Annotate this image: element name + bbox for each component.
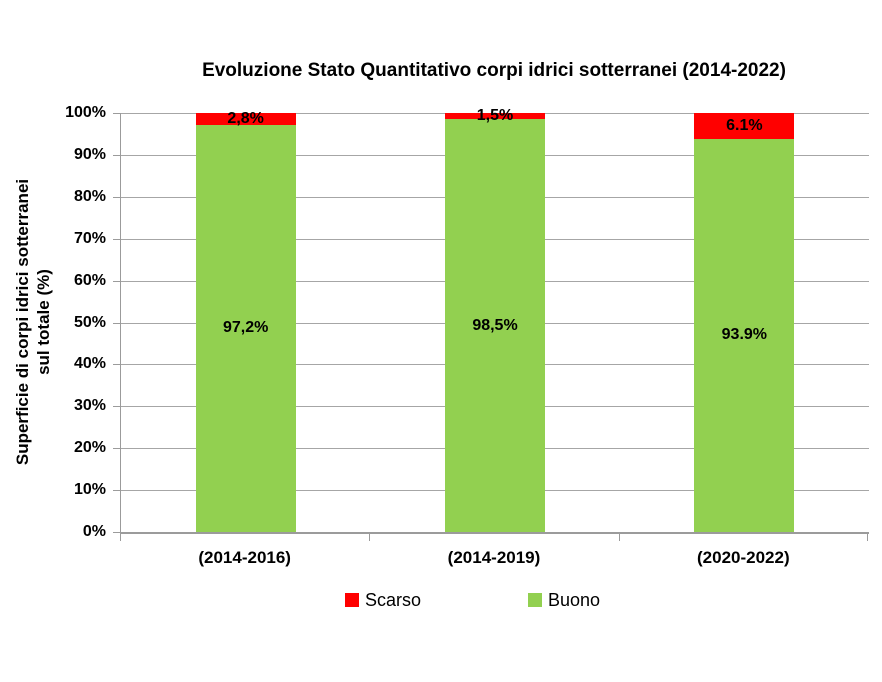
bar-group-(2014-2019): 98,5% 1,5% — [445, 107, 545, 532]
bar-segment-buono-(2014-2019) — [445, 119, 545, 532]
x-category-label-(2014-2019): (2014-2019) — [447, 548, 541, 567]
y-tick-mark-70 — [113, 238, 120, 240]
bar-segment-scarso-(2014-2019) — [445, 113, 545, 120]
bar-segment-scarso-(2020-2022) — [694, 113, 795, 139]
bar-segment-buono-(2020-2022) — [694, 138, 795, 532]
y-tick-label-50: 50% — [73, 313, 106, 331]
legend-label-scarso: Scarso — [365, 590, 422, 610]
bar-segment-buono-(2014-2016) — [195, 124, 296, 532]
y-tick-label-90: 90% — [73, 145, 106, 163]
legend-swatch-scarso-icon — [345, 593, 359, 607]
x-tick-mark-3 — [867, 534, 868, 541]
legend-label-buono: Buono — [548, 590, 601, 610]
y-tick-label-100: 100% — [65, 104, 106, 121]
y-tick-mark-80 — [113, 196, 120, 198]
y-tick-mark-40 — [113, 364, 120, 366]
value-label-buono-(2014-2019): 98,5% — [472, 316, 518, 334]
value-label-buono-(2014-2016): 97,2% — [222, 319, 269, 337]
plot-area: 97,2% 2,8% 98,5% 1,5% 93.9% 6.1% — [120, 107, 869, 534]
value-label-scarso-(2014-2016): 2,8% — [227, 109, 264, 127]
y-tick-mark-50 — [113, 322, 120, 324]
x-category-label-(2020-2022): (2020-2022) — [697, 548, 790, 567]
y-tick-label-30: 30% — [73, 397, 106, 415]
bar-group-(2020-2022): 93.9% 6.1% — [694, 113, 795, 532]
y-tick-mark-30 — [113, 406, 120, 408]
value-label-scarso-(2014-2019): 1,5% — [476, 107, 514, 125]
y-tick-label-0: 0% — [82, 523, 106, 540]
y-tick-mark-60 — [113, 280, 120, 282]
value-label-buono-(2020-2022): 93.9% — [721, 326, 768, 344]
x-tick-mark-1 — [369, 534, 371, 541]
bar-segment-scarso-(2014-2016) — [195, 113, 296, 125]
chart-title: Evoluzione Stato Quantitativo corpi idri… — [202, 60, 786, 81]
y-tick-label-40: 40% — [73, 355, 106, 373]
y-tick-mark-0 — [113, 532, 120, 533]
x-tick-mark-2 — [618, 534, 620, 541]
value-label-scarso-(2020-2022): 6.1% — [726, 116, 763, 134]
y-tick-mark-90 — [113, 154, 120, 156]
legend-item-scarso: Scarso — [345, 590, 421, 610]
y-tick-label-10: 10% — [73, 481, 106, 499]
x-category-label-(2014-2016): (2014-2016) — [198, 548, 291, 567]
y-tick-label-70: 70% — [73, 229, 106, 247]
legend-swatch-buono-icon — [528, 593, 542, 607]
y-tick-label-80: 80% — [73, 187, 106, 205]
x-tick-mark-0 — [120, 534, 121, 541]
y-tick-mark-10 — [113, 490, 120, 492]
bar-group-(2014-2016): 97,2% 2,8% — [195, 109, 296, 532]
y-tick-mark-100 — [113, 113, 120, 114]
y-tick-mark-20 — [113, 448, 120, 450]
legend-item-buono: Buono — [528, 590, 600, 610]
y-tick-label-60: 60% — [73, 271, 106, 289]
y-axis-title-line-1: Superficie di corpi idrici sotterranei — [13, 178, 32, 466]
y-tick-label-20: 20% — [73, 439, 106, 457]
